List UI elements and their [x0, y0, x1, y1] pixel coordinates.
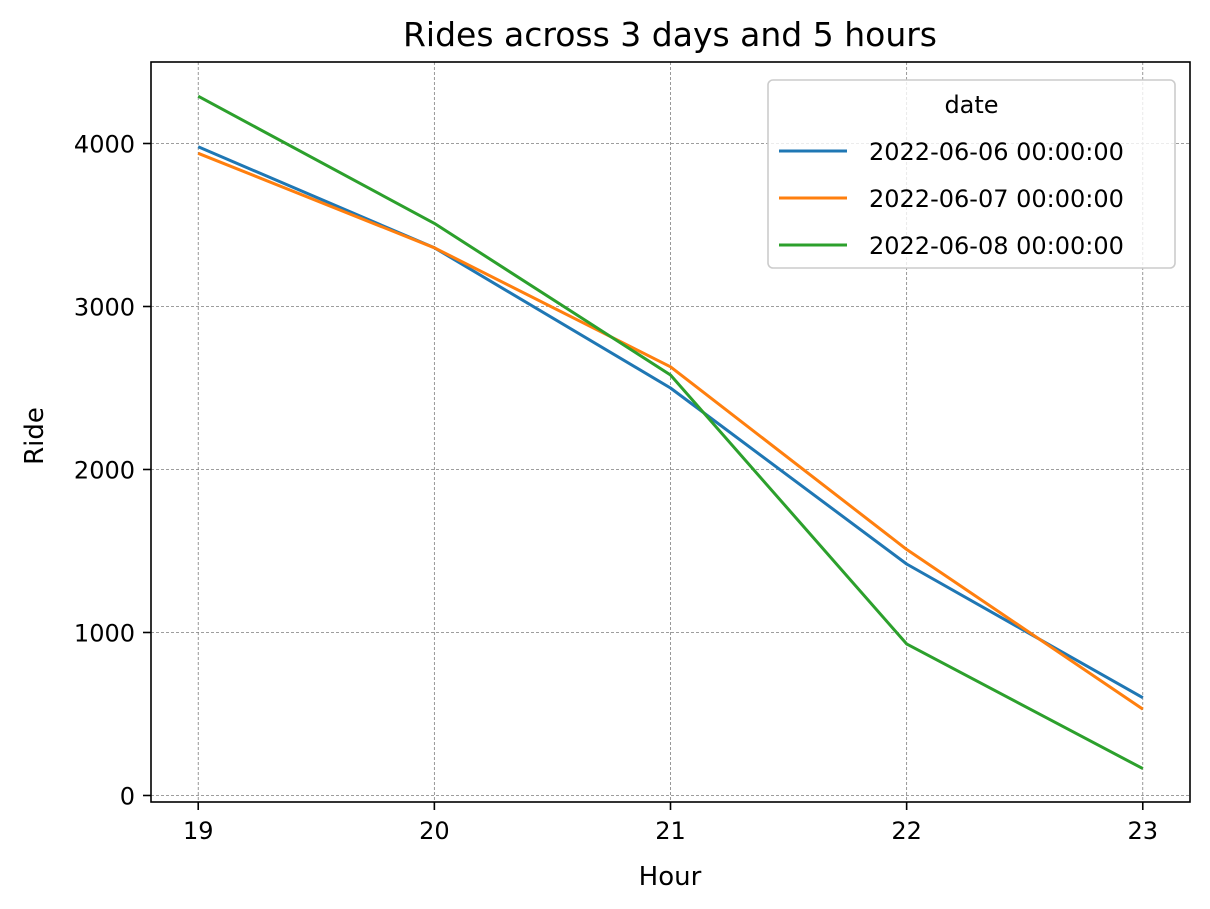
x-tick-label: 23	[1127, 817, 1158, 845]
series-line-3	[197, 94, 1144, 770]
legend-box	[767, 79, 1176, 269]
series-line-2	[197, 151, 1144, 711]
y-tick-label: 1000	[74, 619, 135, 647]
legend-label: 2022-06-08 00:00:00	[869, 232, 1124, 260]
x-tick-label: 22	[891, 817, 922, 845]
y-tick-label: 2000	[74, 456, 135, 484]
x-axis: 19 20 21 22 23	[183, 802, 1158, 845]
chart-title: Rides across 3 days and 5 hours	[403, 15, 937, 54]
legend-title: date	[944, 91, 998, 119]
x-tick-label: 21	[655, 817, 686, 845]
y-tick-label: 0	[120, 782, 135, 810]
series-line-1	[197, 145, 1144, 700]
legend-label: 2022-06-07 00:00:00	[869, 185, 1124, 213]
legend-label: 2022-06-06 00:00:00	[869, 138, 1124, 166]
y-tick-label: 4000	[74, 130, 135, 158]
y-axis-label: Ride	[20, 407, 50, 465]
legend: date 2022-06-06 00:00:00 2022-06-07 00:00:…	[767, 79, 1176, 269]
y-tick-label: 3000	[74, 293, 135, 321]
y-axis: 0 1000 2000 3000 4000	[74, 130, 151, 810]
x-tick-label: 19	[183, 817, 214, 845]
x-tick-label: 20	[419, 817, 450, 845]
x-axis-label: Hour	[639, 862, 702, 892]
series-lines	[197, 94, 1144, 770]
